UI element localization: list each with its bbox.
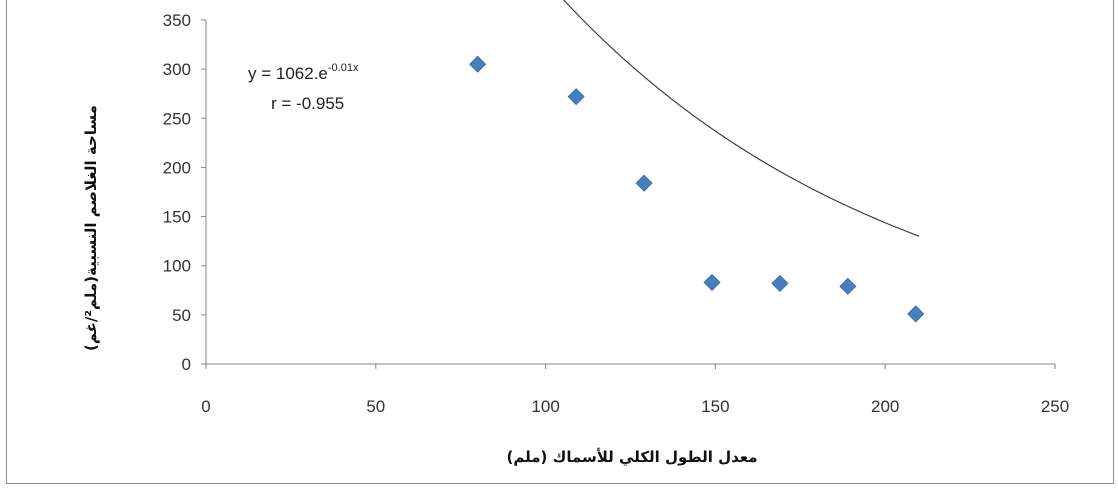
y-tick-label: 250 (163, 109, 191, 128)
y-tick-label: 350 (163, 11, 191, 30)
y-tick-label: 0 (182, 355, 191, 374)
data-point-marker (635, 174, 653, 192)
x-tick-label: 100 (531, 397, 559, 416)
x-tick-label: 50 (366, 397, 385, 416)
data-point-marker (771, 274, 789, 292)
x-axis-title: معدل الطول الكلي للأسماك (ملم) (506, 448, 757, 466)
y-tick-label: 100 (163, 257, 191, 276)
chart-frame (6, 0, 1114, 484)
x-tick-label: 250 (1041, 397, 1069, 416)
correlation-label: r = -0.955 (271, 94, 344, 113)
y-tick-label: 150 (163, 208, 191, 227)
y-tick-label: 300 (163, 60, 191, 79)
y-tick-label: 50 (172, 306, 191, 325)
data-point-marker (907, 305, 925, 323)
x-tick-label: 200 (871, 397, 899, 416)
data-point-marker (567, 88, 585, 106)
equation-label: y = 1062.e-0.01x (248, 62, 359, 83)
x-tick-label: 150 (701, 397, 729, 416)
y-axis-title: مساحة الغلاصم النسبية(ملم²/غم) (82, 105, 100, 351)
exponential-trendline (563, 0, 920, 237)
trendline-group (563, 0, 920, 237)
data-point-marker (469, 55, 487, 73)
chart-axes: 0 50 100 150 200 250 300 350 0 50 100 150 200 250 (163, 11, 1070, 416)
x-tick-label: 0 (201, 397, 210, 416)
data-point-marker (703, 273, 721, 291)
data-point-marker (839, 277, 857, 295)
y-tick-label: 200 (163, 158, 191, 177)
data-points (469, 55, 925, 323)
